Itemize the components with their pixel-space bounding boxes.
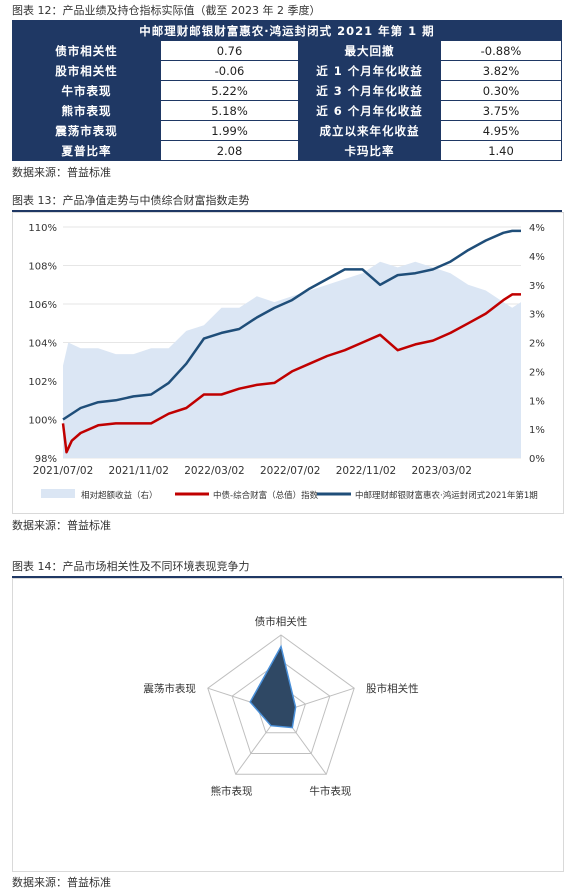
fig12-source: 数据来源：普益标准 bbox=[12, 166, 111, 179]
x-tick-label: 2021/07/02 bbox=[33, 465, 94, 477]
metric-value: 3.75% bbox=[440, 100, 562, 121]
metric-value: -0.06 bbox=[160, 60, 299, 81]
radar-chart-container: 债市相关性股市相关性牛市表现 熊市表现 震荡市表现 bbox=[12, 578, 564, 872]
table-row: 债市相关性 0.76 最大回撤 -0.88% bbox=[12, 40, 562, 61]
y-left-tick-label: 110% bbox=[28, 223, 57, 234]
radar-axis-label: 震荡市表现 bbox=[143, 682, 196, 695]
line-chart: 98% 100% 102% 104% 106% 108% 110% 0% 1% 1% 2% 2% 3% 3… bbox=[28, 223, 545, 501]
y-right-tick-label: 0% bbox=[529, 454, 545, 465]
index-line bbox=[61, 293, 521, 454]
metric-label: 卡玛比率 bbox=[298, 140, 441, 161]
metric-label: 近 1 个月年化收益 bbox=[298, 60, 441, 81]
metric-label: 震荡市表现 bbox=[12, 120, 161, 141]
metric-label: 股市相关性 bbox=[12, 60, 161, 81]
fig12-title: 图表 12：产品业绩及持仓指标实际值（截至 2023 年 2 季度） bbox=[12, 2, 562, 22]
metric-value: 1.40 bbox=[440, 140, 562, 161]
y-right-tick-label: 2% bbox=[529, 339, 545, 350]
metric-label: 夏普比率 bbox=[12, 140, 161, 161]
y-right-tick-label: 3% bbox=[529, 281, 545, 292]
legend-label-area: 相对超额收益（右） bbox=[81, 490, 158, 501]
y-left-tick-label: 100% bbox=[28, 416, 57, 427]
performance-table: 中邮理财邮银财富惠农·鸿运封闭式 2021 年第 1 期 债市相关性 0.76 最大… bbox=[12, 20, 562, 161]
excess-return-area bbox=[63, 261, 521, 458]
metric-label: 最大回撤 bbox=[298, 40, 441, 61]
x-tick-label: 2023/03/02 bbox=[411, 465, 472, 477]
y-left-tick-label: 104% bbox=[28, 339, 57, 350]
x-tick-label: 2022/03/02 bbox=[184, 465, 245, 477]
metric-value: 5.18% bbox=[160, 100, 299, 121]
table-row: 牛市表现 5.22% 近 3 个月年化收益 0.30% bbox=[12, 80, 562, 101]
y-right-tick-label: 3% bbox=[529, 310, 545, 321]
y-left-tick-label: 106% bbox=[28, 300, 57, 311]
table-row: 股市相关性 -0.06 近 1 个月年化收益 3.82% bbox=[12, 60, 562, 81]
y-left-tick-label: 108% bbox=[28, 262, 57, 273]
table-row: 震荡市表现 1.99% 成立以来年化收益 4.95% bbox=[12, 120, 562, 141]
y-right-tick-label: 1% bbox=[529, 396, 545, 407]
y-right-tick-label: 2% bbox=[529, 367, 545, 378]
y-left-tick-label: 102% bbox=[28, 377, 57, 388]
y-right-tick-label: 4% bbox=[529, 252, 545, 263]
metric-value: 3.82% bbox=[440, 60, 562, 81]
metric-value: 5.22% bbox=[160, 80, 299, 101]
metric-label: 债市相关性 bbox=[12, 40, 161, 61]
table-row: 熊市表现 5.18% 近 6 个月年化收益 3.75% bbox=[12, 100, 562, 121]
fig13-source: 数据来源：普益标准 bbox=[12, 519, 111, 532]
legend-label-index: 中债-综合财富（总值）指数 bbox=[213, 490, 319, 501]
metric-label: 牛市表现 bbox=[12, 80, 161, 101]
y-right-tick-label: 1% bbox=[529, 425, 545, 436]
metric-value: 1.99% bbox=[160, 120, 299, 141]
metric-value: -0.88% bbox=[440, 40, 562, 61]
table-body: 债市相关性 0.76 最大回撤 -0.88% 股市相关性 -0.06 近 1 个月年化收益 3… bbox=[12, 40, 562, 161]
metric-value: 2.08 bbox=[160, 140, 299, 161]
metric-value: 0.30% bbox=[440, 80, 562, 101]
radar-axis-label: 股市相关性 bbox=[366, 682, 419, 695]
metric-label: 熊市表现 bbox=[12, 100, 161, 121]
metric-label: 近 3 个月年化收益 bbox=[298, 80, 441, 101]
metric-value: 4.95% bbox=[440, 120, 562, 141]
fig14-source: 数据来源：普益标准 bbox=[12, 876, 111, 889]
radar-value-area bbox=[249, 644, 297, 729]
radar-grid-ring bbox=[207, 634, 355, 775]
x-tick-label: 2022/07/02 bbox=[260, 465, 321, 477]
legend-label-product: 中邮理财邮银财富惠农·鸿运封闭式2021年第1期 bbox=[355, 490, 538, 501]
radar-axis-label: 债市相关性 bbox=[255, 615, 308, 628]
table-header: 中邮理财邮银财富惠农·鸿运封闭式 2021 年第 1 期 bbox=[12, 20, 562, 41]
table-row: 夏普比率 2.08 卡玛比率 1.40 bbox=[12, 140, 562, 161]
y-right-tick-label: 4% bbox=[529, 223, 545, 234]
fig13-title: 图表 13：产品净值走势与中债综合财富指数走势 bbox=[12, 192, 562, 212]
radar-axis-label: 牛市表现 bbox=[309, 784, 351, 797]
line-chart-container: 98% 100% 102% 104% 106% 108% 110% 0% 1% 1% 2% 2% 3% 3… bbox=[12, 212, 564, 514]
fig14-title: 图表 14：产品市场相关性及不同环境表现竞争力 bbox=[12, 558, 562, 578]
radar-grid-ring bbox=[231, 660, 331, 754]
radar-axis-label: 熊市表现 bbox=[211, 784, 253, 797]
y-left-tick-label: 98% bbox=[35, 454, 57, 465]
x-tick-label: 2021/11/02 bbox=[108, 465, 169, 477]
metric-label: 成立以来年化收益 bbox=[298, 120, 441, 141]
legend-swatch-area bbox=[41, 489, 75, 498]
metric-label: 近 6 个月年化收益 bbox=[298, 100, 441, 121]
product-nav-line bbox=[62, 229, 521, 421]
metric-value: 0.76 bbox=[160, 40, 299, 61]
x-tick-label: 2022/11/02 bbox=[336, 465, 397, 477]
